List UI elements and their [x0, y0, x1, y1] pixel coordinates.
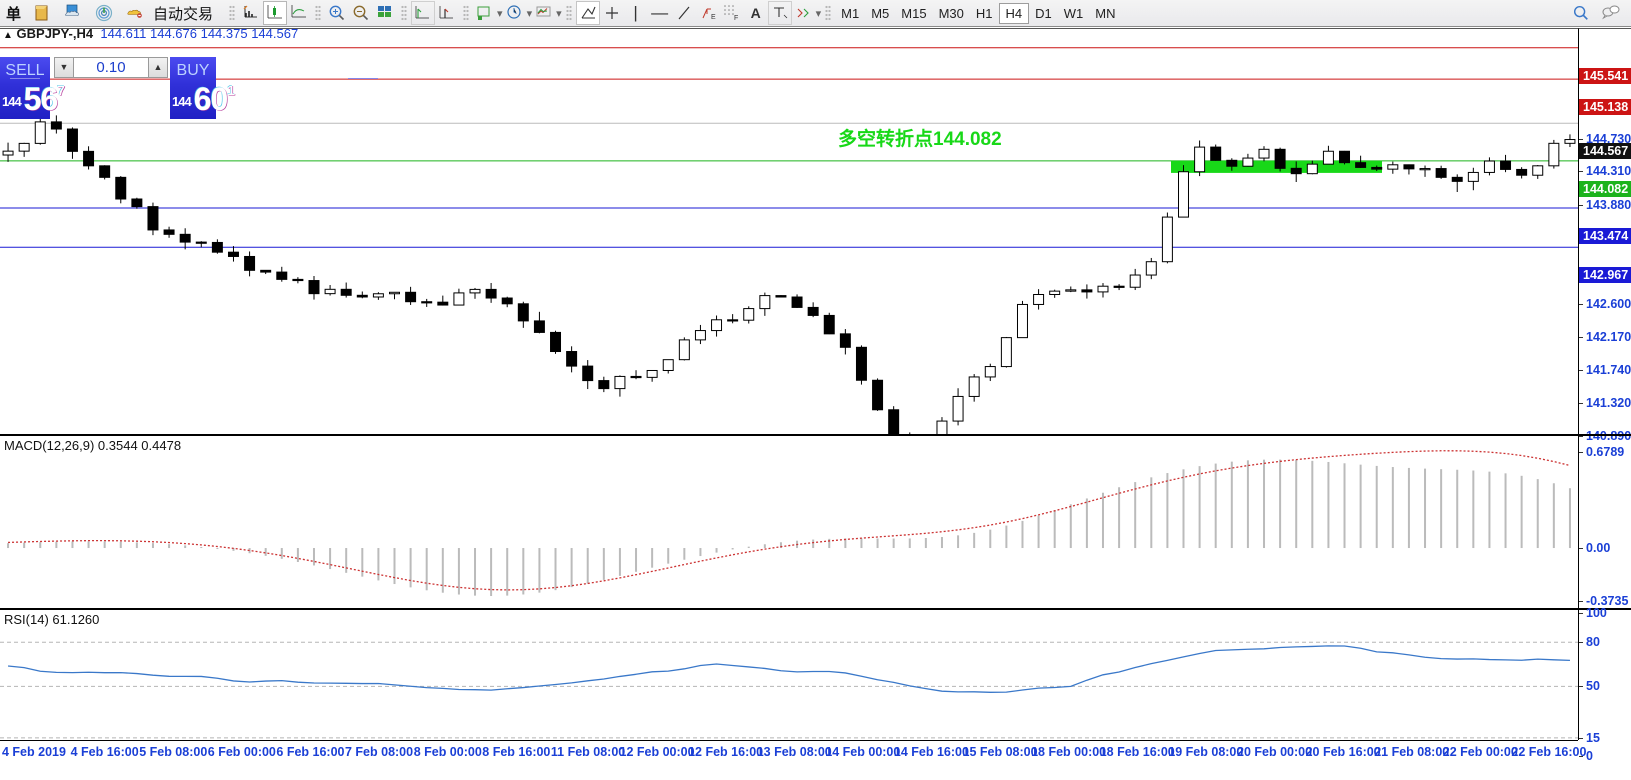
svg-text:E: E	[711, 14, 716, 21]
svg-text:F: F	[734, 15, 738, 22]
